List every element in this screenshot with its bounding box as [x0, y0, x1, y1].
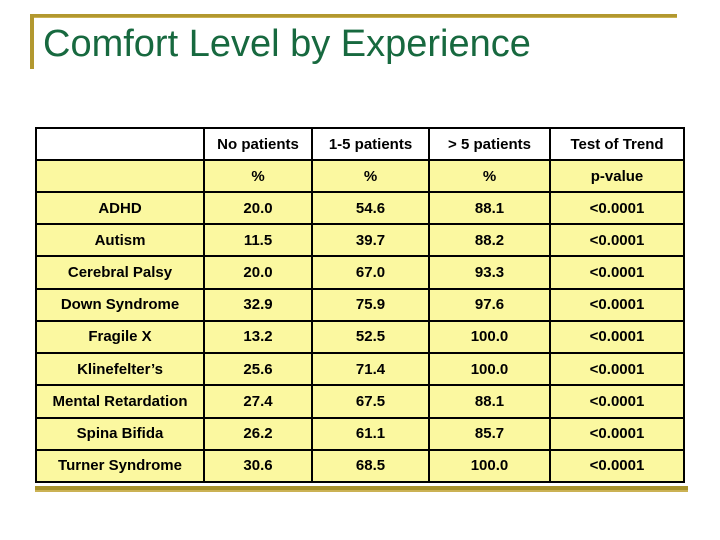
- cell-no-patients: 32.9: [203, 287, 313, 322]
- cell-no-patients: 30.6: [203, 448, 313, 484]
- cell-p-value: <0.0001: [549, 223, 685, 258]
- comfort-level-table: No patients 1-5 patients > 5 patients Te…: [35, 127, 685, 484]
- header-cell-over-5-patients: > 5 patients: [428, 127, 551, 161]
- cell-p-value: <0.0001: [549, 287, 685, 322]
- cell-over-5-patients: 100.0: [428, 319, 551, 355]
- row-label: Mental Retardation: [35, 384, 205, 419]
- table-row: Mental Retardation 27.4 67.5 88.1 <0.000…: [35, 384, 685, 419]
- cell-1-5-patients: 54.6: [311, 190, 430, 226]
- cell-no-patients: 26.2: [203, 416, 313, 451]
- row-label: Klinefelter’s: [35, 352, 205, 387]
- cell-p-value: <0.0001: [549, 384, 685, 419]
- table-underline: [35, 486, 688, 492]
- row-label: ADHD: [35, 190, 205, 226]
- cell-p-value: <0.0001: [549, 352, 685, 387]
- cell-1-5-patients: 68.5: [311, 448, 430, 484]
- title-accent-line: [30, 14, 677, 18]
- cell-over-5-patients: 85.7: [428, 416, 551, 451]
- cell-1-5-patients: 67.0: [311, 255, 430, 290]
- cell-over-5-patients: 93.3: [428, 255, 551, 290]
- cell-p-value: <0.0001: [549, 190, 685, 226]
- cell-over-5-patients: 88.1: [428, 190, 551, 226]
- cell-1-5-patients: 39.7: [311, 223, 430, 258]
- table-row: Cerebral Palsy 20.0 67.0 93.3 <0.0001: [35, 255, 685, 290]
- cell-1-5-patients: 75.9: [311, 287, 430, 322]
- header-cell-test-of-trend: Test of Trend: [549, 127, 685, 161]
- row-label: Turner Syndrome: [35, 448, 205, 484]
- table-unit-row: % % % p-value: [35, 159, 685, 193]
- table-row: Fragile X 13.2 52.5 100.0 <0.0001: [35, 319, 685, 355]
- table-row: Turner Syndrome 30.6 68.5 100.0 <0.0001: [35, 448, 685, 484]
- cell-no-patients: 27.4: [203, 384, 313, 419]
- cell-no-patients: 20.0: [203, 190, 313, 226]
- cell-over-5-patients: 100.0: [428, 448, 551, 484]
- unit-cell-percent: %: [203, 159, 313, 193]
- cell-over-5-patients: 88.1: [428, 384, 551, 419]
- cell-1-5-patients: 67.5: [311, 384, 430, 419]
- row-label: Autism: [35, 223, 205, 258]
- row-label: Fragile X: [35, 319, 205, 355]
- slide-title: Comfort Level by Experience: [43, 23, 531, 65]
- cell-no-patients: 11.5: [203, 223, 313, 258]
- row-label: Cerebral Palsy: [35, 255, 205, 290]
- header-cell-1-5-patients: 1-5 patients: [311, 127, 430, 161]
- cell-over-5-patients: 100.0: [428, 352, 551, 387]
- unit-cell-percent: %: [428, 159, 551, 193]
- cell-1-5-patients: 61.1: [311, 416, 430, 451]
- unit-cell-percent: %: [311, 159, 430, 193]
- table-row: Autism 11.5 39.7 88.2 <0.0001: [35, 223, 685, 258]
- title-accent-bar: [30, 14, 34, 69]
- cell-no-patients: 20.0: [203, 255, 313, 290]
- row-label: Down Syndrome: [35, 287, 205, 322]
- header-cell-blank: [35, 127, 205, 161]
- cell-no-patients: 13.2: [203, 319, 313, 355]
- cell-no-patients: 25.6: [203, 352, 313, 387]
- cell-p-value: <0.0001: [549, 255, 685, 290]
- header-cell-no-patients: No patients: [203, 127, 313, 161]
- cell-p-value: <0.0001: [549, 448, 685, 484]
- unit-cell-blank: [35, 159, 205, 193]
- cell-p-value: <0.0001: [549, 416, 685, 451]
- table-row: ADHD 20.0 54.6 88.1 <0.0001: [35, 190, 685, 226]
- table-row: Spina Bifida 26.2 61.1 85.7 <0.0001: [35, 416, 685, 451]
- table-header-row: No patients 1-5 patients > 5 patients Te…: [35, 127, 685, 161]
- cell-p-value: <0.0001: [549, 319, 685, 355]
- cell-1-5-patients: 71.4: [311, 352, 430, 387]
- row-label: Spina Bifida: [35, 416, 205, 451]
- cell-over-5-patients: 88.2: [428, 223, 551, 258]
- cell-over-5-patients: 97.6: [428, 287, 551, 322]
- table-row: Down Syndrome 32.9 75.9 97.6 <0.0001: [35, 287, 685, 322]
- unit-cell-p-value: p-value: [549, 159, 685, 193]
- table-row: Klinefelter’s 25.6 71.4 100.0 <0.0001: [35, 352, 685, 387]
- cell-1-5-patients: 52.5: [311, 319, 430, 355]
